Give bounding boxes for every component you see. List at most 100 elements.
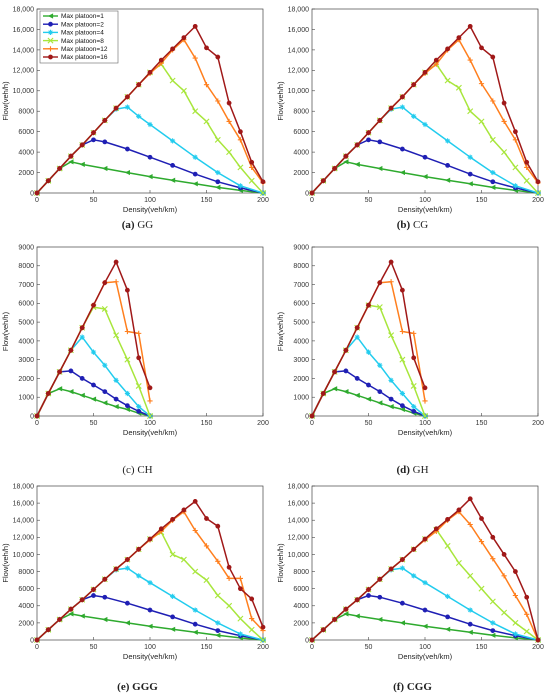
y-tick-label: 10,000 (288, 88, 310, 95)
data-point (512, 183, 518, 189)
y-tick-label: 6000 (293, 129, 309, 136)
data-point (479, 516, 484, 521)
data-point (354, 597, 360, 603)
data-point (388, 404, 394, 410)
data-point (124, 169, 130, 176)
data-point (113, 332, 120, 339)
data-point (455, 560, 462, 566)
data-point (180, 556, 187, 563)
data-point (170, 46, 175, 52)
data-point (512, 592, 518, 599)
data-point (456, 507, 462, 513)
data-point (91, 130, 96, 136)
data-point (411, 404, 417, 410)
data-point (169, 77, 176, 84)
data-point (192, 171, 198, 177)
y-tick-label: 4000 (18, 150, 34, 157)
caption-b: (b) CG (275, 219, 550, 231)
data-point (158, 526, 164, 532)
data-point (204, 45, 209, 51)
data-point (400, 403, 405, 409)
data-point (400, 287, 405, 293)
x-tick-label: 50 (365, 420, 373, 427)
data-point (147, 154, 153, 160)
x-tick-label: 150 (201, 420, 213, 427)
data-point (248, 626, 255, 633)
data-point (444, 542, 451, 549)
x-tick-label: 150 (476, 644, 488, 651)
x-axis-label: Density(veh/km) (123, 428, 178, 437)
data-point (226, 100, 232, 106)
data-point (215, 54, 221, 60)
x-tick-label: 200 (257, 420, 269, 427)
x-tick-label: 100 (419, 420, 431, 427)
data-point (147, 385, 153, 391)
data-point (90, 396, 97, 402)
data-point (113, 566, 119, 572)
caption-d: (d) GH (275, 464, 550, 476)
data-point (237, 129, 243, 135)
x-tick-label: 50 (90, 420, 98, 427)
legend-marker (48, 54, 53, 60)
y-tick-label: 12,000 (288, 535, 310, 542)
data-point (400, 600, 405, 606)
data-point (320, 391, 326, 396)
data-point (215, 620, 221, 626)
y-tick-label: 18,000 (13, 6, 35, 13)
data-point (79, 334, 85, 340)
y-axis-label: Flow(veh/h) (1, 543, 10, 583)
data-point (237, 631, 243, 637)
data-point (490, 98, 496, 104)
data-point (332, 617, 337, 622)
y-axis-label: Flow(veh/h) (276, 543, 285, 583)
data-point (332, 369, 337, 375)
chart-svg-a: 0 50 100 150 2000200040006000800010,00012,00… (1, 6, 269, 214)
data-point (237, 164, 244, 171)
data-point (501, 118, 507, 125)
x-tick-label: 0 (35, 420, 39, 427)
data-point (411, 546, 417, 552)
y-tick-label: 6000 (18, 129, 34, 136)
y-tick-label: 10,000 (288, 552, 310, 559)
data-point (125, 146, 130, 152)
caption-letter-c: (c) (122, 464, 135, 476)
x-tick-label: 200 (257, 197, 269, 204)
data-point (125, 94, 130, 100)
data-point (377, 362, 383, 368)
y-tick-label: 6000 (293, 586, 309, 593)
data-point (147, 623, 153, 629)
data-point (102, 118, 108, 123)
y-tick-label: 6000 (18, 586, 34, 593)
data-point (203, 82, 210, 88)
data-point (399, 565, 405, 571)
data-point (456, 35, 462, 41)
caption-name-c: CH (137, 464, 153, 476)
data-point (433, 57, 439, 63)
data-point (343, 347, 349, 353)
series-max-platoon-16 (309, 23, 541, 196)
y-tick-label: 8000 (293, 263, 309, 270)
data-point (215, 632, 221, 638)
data-point (354, 613, 360, 619)
y-tick-label: 12,000 (13, 535, 35, 542)
data-point (249, 159, 255, 165)
data-point (478, 585, 485, 592)
data-point (400, 94, 405, 100)
legend-label: Max platoon=1 (61, 13, 104, 20)
data-point (467, 181, 473, 187)
data-point (524, 594, 530, 600)
data-point (169, 551, 176, 558)
x-tick-label: 100 (419, 197, 431, 204)
data-point (136, 355, 142, 361)
data-point (467, 154, 473, 160)
data-point (124, 328, 130, 335)
data-point (79, 325, 85, 331)
data-point (377, 594, 383, 600)
data-point (226, 118, 232, 125)
data-point (102, 165, 108, 172)
caption-letter-a: (a) (121, 219, 135, 231)
data-point (523, 628, 530, 635)
data-point (467, 496, 473, 502)
y-tick-label: 8000 (293, 569, 309, 576)
data-point (512, 137, 518, 143)
